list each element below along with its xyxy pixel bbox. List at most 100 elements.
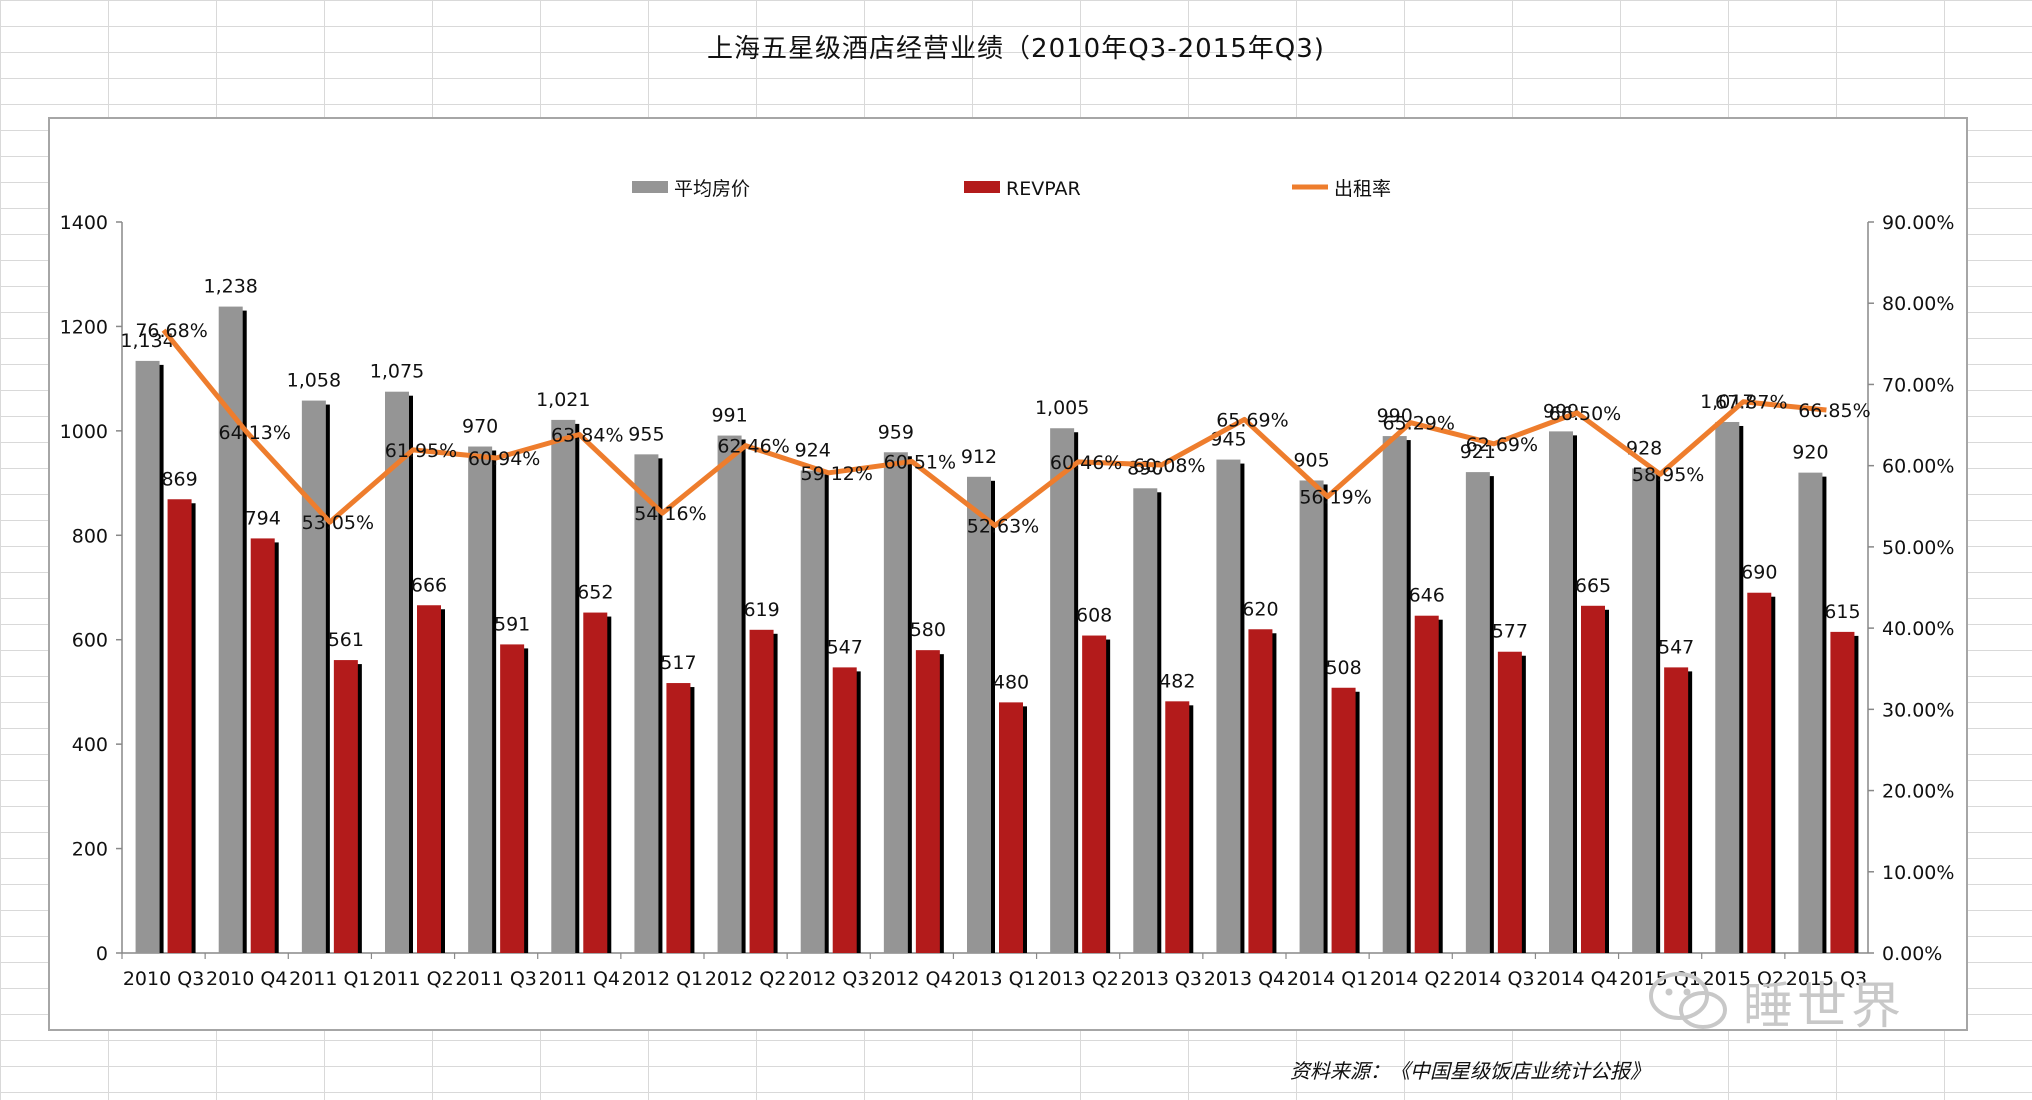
revpar-bar <box>417 605 441 953</box>
revpar-data-label: 620 <box>1242 598 1278 620</box>
x-tick-label: 2011 Q3 <box>455 968 536 990</box>
revpar-data-label: 517 <box>660 652 696 674</box>
occupancy-data-label: 60.51% <box>884 452 956 474</box>
occupancy-data-label: 61.95% <box>385 440 457 462</box>
right-tick-label: 90.00% <box>1882 212 1954 234</box>
left-tick-label: 1200 <box>60 316 108 338</box>
x-tick-label: 2011 Q2 <box>372 968 453 990</box>
revpar-data-label: 619 <box>743 599 779 621</box>
occupancy-data-label: 62.69% <box>1466 434 1538 456</box>
revpar-data-label: 869 <box>161 468 197 490</box>
occupancy-data-label: 53.05% <box>302 512 374 534</box>
avg-rate-bar <box>551 419 576 953</box>
avg-rate-data-label: 1,238 <box>204 276 258 298</box>
chart-frame: 0 200 400 600 800 1000 1200 1400 0.00% 10.00% 20.0… <box>48 117 1968 1031</box>
avg-rate-data-label: 990 <box>1377 405 1413 427</box>
avg-rate-data-label: 945 <box>1210 429 1246 451</box>
revpar-bar <box>1747 592 1772 953</box>
occupancy-data-label: 62.46% <box>717 436 789 458</box>
revpar-data-label: 615 <box>1824 601 1860 623</box>
avg-rate-bar <box>967 476 991 953</box>
avg-rate-bar <box>634 454 659 953</box>
x-tick-label: 2014 Q1 <box>1287 968 1368 990</box>
avg-rate-data-label: 921 <box>1460 441 1496 463</box>
revpar-data-label: 480 <box>993 671 1029 693</box>
avg-rate-bar <box>1715 421 1740 953</box>
avg-rate-bar <box>883 452 908 953</box>
revpar-data-label: 547 <box>1658 636 1694 658</box>
revpar-data-label: 794 <box>245 507 281 529</box>
avg-rate-data-label: 1,058 <box>287 370 341 392</box>
revpar-bar <box>666 683 691 953</box>
avg-rate-bar <box>385 391 409 954</box>
x-tick-label: 2012 Q1 <box>622 968 703 990</box>
right-tick-label: 0.00% <box>1882 943 1942 965</box>
avg-rate-data-label: 1,134 <box>120 330 174 352</box>
occupancy-data-label: 65.29% <box>1382 413 1454 435</box>
revpar-data-label: 608 <box>1076 605 1112 627</box>
avg-rate-bar <box>1050 428 1075 953</box>
occupancy-data-label: 66.50% <box>1549 403 1621 425</box>
occupancy-data-label: 60.46% <box>1050 452 1122 474</box>
x-tick-label: 2011 Q4 <box>539 968 620 990</box>
revpar-data-label: 591 <box>494 613 530 635</box>
revpar-data-label: 482 <box>1159 670 1195 692</box>
avg-rate-bar <box>301 400 326 953</box>
watermark: 睡世界 <box>1625 960 1965 1038</box>
wechat-logo-icon <box>1649 972 1727 1029</box>
x-tick-label: 2013 Q4 <box>1204 968 1285 990</box>
left-tick-label: 400 <box>72 734 108 756</box>
avg-rate-bar <box>1133 488 1158 953</box>
legend-label: 平均房价 <box>674 178 750 200</box>
right-tick-label: 60.00% <box>1882 456 1954 478</box>
avg-rate-data-label: 1,017 <box>1700 391 1754 413</box>
revpar-bar <box>333 660 358 953</box>
revpar-bar <box>915 650 940 953</box>
revpar-data-label: 561 <box>328 629 364 651</box>
x-tick-label: 2013 Q1 <box>954 968 1035 990</box>
avg-rate-bar <box>135 360 160 953</box>
left-tick-label: 1000 <box>60 421 108 443</box>
legend-revpar-swatch <box>964 181 1000 193</box>
avg-rate-data-label: 912 <box>961 446 997 468</box>
source-note: 资料来源：《中国星级饭店业统计公报》 <box>1290 1059 1650 1083</box>
revpar-bar <box>999 702 1023 953</box>
left-tick-label: 600 <box>72 630 108 652</box>
avg-rate-data-label: 1,005 <box>1035 397 1089 419</box>
avg-rate-data-label: 991 <box>711 405 747 427</box>
legend-label: REVPAR <box>1006 178 1081 200</box>
revpar-bar <box>1497 651 1522 953</box>
avg-rate-bar <box>1549 431 1573 953</box>
revpar-data-label: 666 <box>411 574 447 596</box>
revpar-bar <box>1830 631 1855 953</box>
revpar-data-label: 580 <box>910 619 946 641</box>
revpar-data-label: 577 <box>1492 621 1528 643</box>
revpar-bar <box>1165 701 1190 953</box>
x-tick-label: 2014 Q4 <box>1536 968 1617 990</box>
occupancy-data-label: 52.63% <box>967 516 1039 538</box>
occupancy-data-label: 60.94% <box>468 448 540 470</box>
watermark-text: 睡世界 <box>1743 977 1905 1035</box>
occupancy-data-label: 60.08% <box>1133 455 1205 477</box>
left-tick-label: 200 <box>72 839 108 861</box>
avg-rate-bar <box>1216 459 1241 953</box>
revpar-bar <box>749 629 774 953</box>
left-tick-label: 0 <box>96 943 108 965</box>
left-tick-label: 1400 <box>60 212 108 234</box>
chart-title: 上海五星级酒店经营业绩（2010年Q3-2015年Q3) <box>707 34 1325 64</box>
revpar-data-label: 508 <box>1325 657 1361 679</box>
x-tick-label: 2014 Q2 <box>1370 968 1451 990</box>
occupancy-data-label: 66.85% <box>1798 400 1870 422</box>
avg-rate-bar <box>717 435 742 954</box>
occupancy-data-label: 54.16% <box>634 503 706 525</box>
right-tick-label: 40.00% <box>1882 618 1954 640</box>
combo-chart: 0 200 400 600 800 1000 1200 1400 0.00% 10.00% 20.0… <box>60 178 1955 990</box>
x-tick-label: 2010 Q4 <box>206 968 287 990</box>
avg-rate-data-label: 1,075 <box>370 361 424 383</box>
right-tick-label: 10.00% <box>1882 862 1954 884</box>
occupancy-line <box>161 328 1827 529</box>
x-tick-label: 2012 Q2 <box>705 968 786 990</box>
x-tick-label: 2013 Q3 <box>1121 968 1202 990</box>
x-tick-label: 2014 Q3 <box>1453 968 1534 990</box>
right-tick-label: 80.00% <box>1882 293 1954 315</box>
